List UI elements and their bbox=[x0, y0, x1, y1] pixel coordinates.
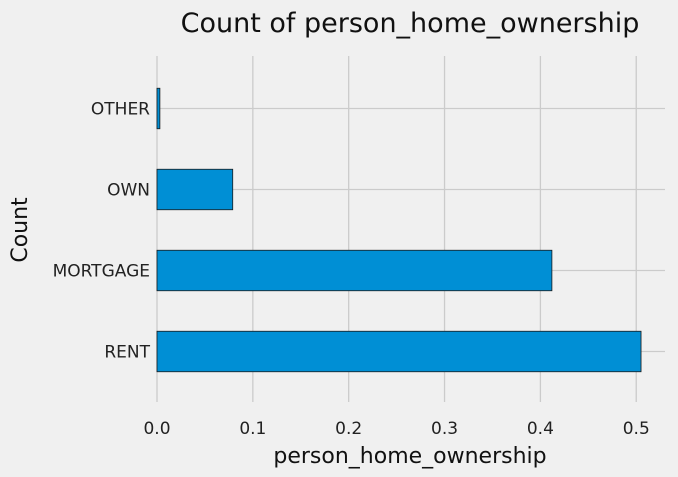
y-tick-labels: RENT MORTGAGE OWN OTHER bbox=[53, 100, 151, 363]
chart-title: Count of person_home_ownership bbox=[181, 8, 640, 39]
bar-own bbox=[156, 168, 234, 211]
bar-mortgage bbox=[156, 249, 553, 292]
x-tick-label: 0.2 bbox=[335, 419, 362, 439]
x-tick-label: 0.5 bbox=[623, 419, 650, 439]
y-axis-label: Count bbox=[8, 197, 33, 263]
bar-rent bbox=[156, 330, 642, 373]
x-tick-label: 0.3 bbox=[431, 419, 458, 439]
x-tick-label: 0.4 bbox=[527, 419, 554, 439]
bars bbox=[156, 87, 642, 373]
y-tick-label: OTHER bbox=[91, 100, 150, 120]
y-tick-label: OWN bbox=[107, 181, 150, 201]
x-tick-label: 0.0 bbox=[143, 419, 170, 439]
x-tick-label: 0.1 bbox=[239, 419, 266, 439]
bar-other bbox=[156, 87, 161, 130]
x-tick-labels: 0.0 0.1 0.2 0.3 0.4 0.5 bbox=[143, 419, 649, 439]
x-axis-label: person_home_ownership bbox=[273, 444, 546, 469]
y-tick-label: MORTGAGE bbox=[53, 262, 150, 282]
y-tick-label: RENT bbox=[104, 343, 150, 363]
